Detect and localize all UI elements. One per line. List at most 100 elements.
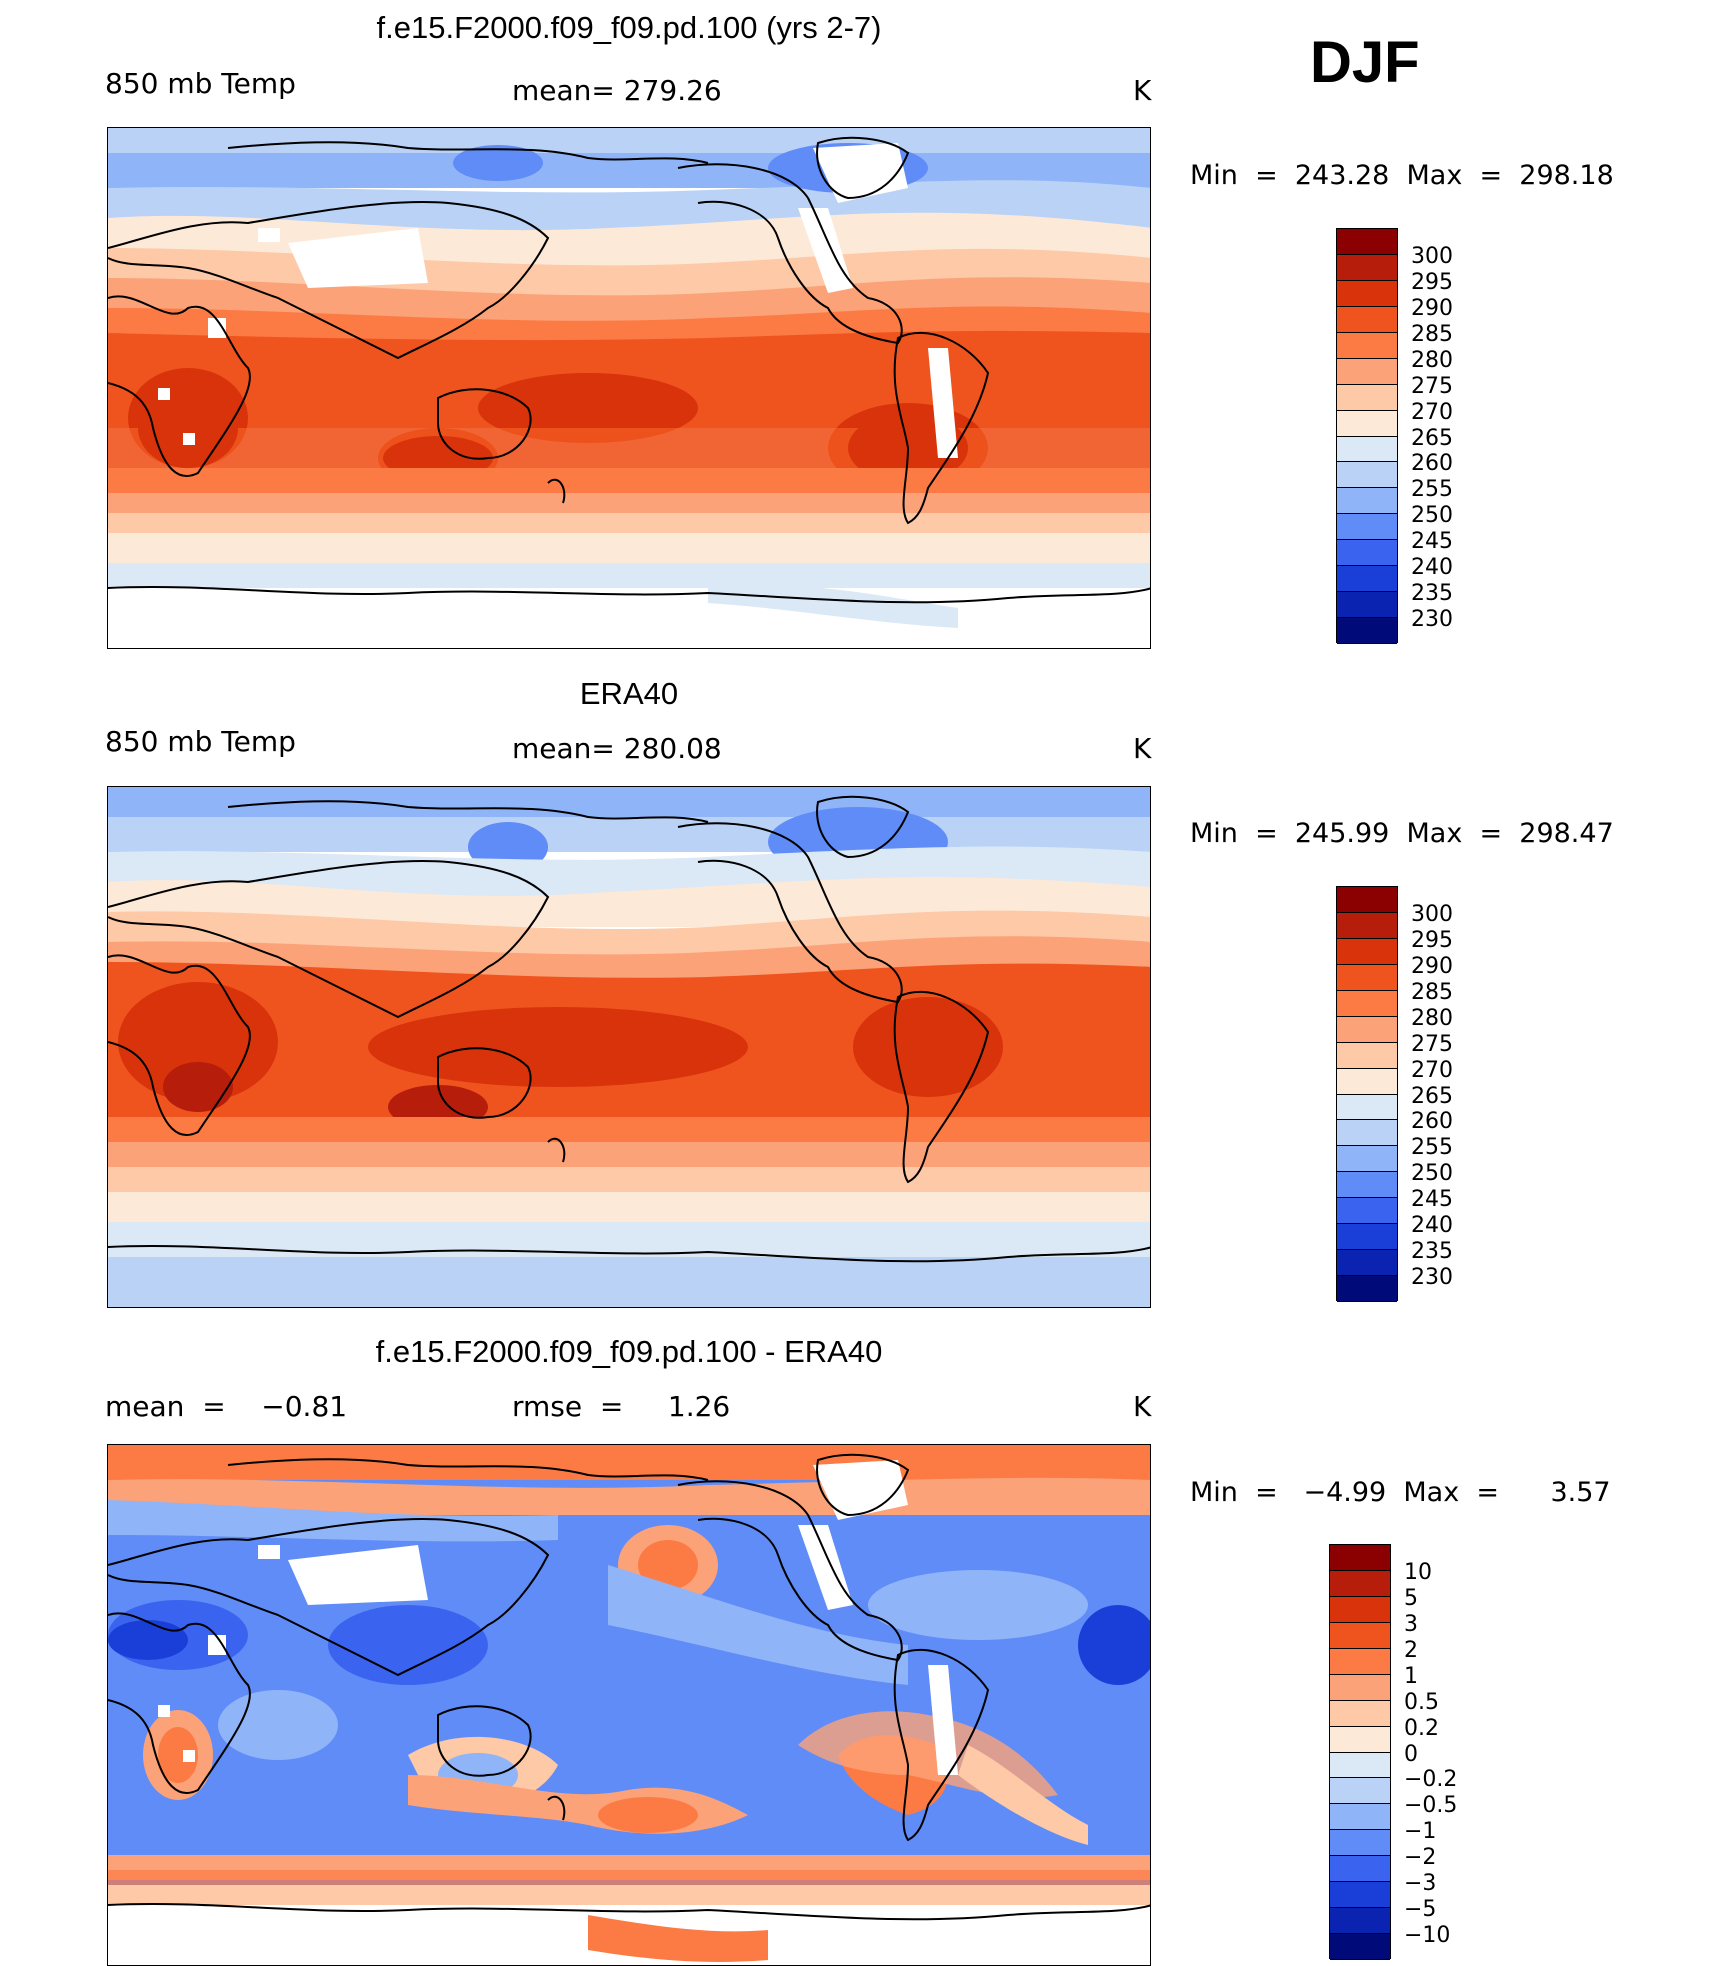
panel-3-mean-label: mean = −0.81 (105, 1390, 348, 1423)
panel-1-units: K (1133, 74, 1152, 107)
colorbar-swatch (1337, 384, 1397, 411)
panel-3-rmse-label: rmse = 1.26 (512, 1390, 731, 1423)
colorbar-swatch (1330, 1674, 1390, 1701)
colorbar-tick-label: 3 (1404, 1611, 1418, 1637)
colorbar-swatch (1337, 1250, 1397, 1277)
panel-1-mean-label: mean= 279.26 (512, 74, 722, 107)
colorbar-tick-label: 290 (1411, 953, 1453, 979)
panel-1-map (107, 127, 1151, 649)
colorbar-tick-label: 230 (1411, 607, 1453, 633)
colorbar-swatch (1337, 540, 1397, 567)
colorbar-swatch (1330, 1545, 1390, 1571)
colorbar-swatch (1337, 990, 1397, 1017)
colorbar-tick-label: 280 (1411, 347, 1453, 373)
colorbar-tick-label: 255 (1411, 1135, 1453, 1161)
colorbar-swatch (1330, 1596, 1390, 1623)
panel-3-map (107, 1444, 1151, 1966)
colorbar-swatch (1337, 887, 1397, 913)
colorbar-tick-label: 250 (1411, 503, 1453, 529)
colorbar-tick-label: 235 (1411, 581, 1453, 607)
colorbar-swatch (1330, 1804, 1390, 1831)
colorbar-tick-label: 255 (1411, 477, 1453, 503)
colorbar-swatch (1330, 1648, 1390, 1675)
colorbar-tick-label: −0.5 (1404, 1793, 1458, 1819)
colorbar-tick-label: 240 (1411, 1213, 1453, 1239)
colorbar-swatch (1330, 1830, 1390, 1857)
colorbar-swatch (1337, 1276, 1397, 1302)
colorbar-tick-label: 245 (1411, 1187, 1453, 1213)
panel-3-units: K (1133, 1390, 1152, 1423)
colorbar-tick-label: 275 (1411, 1031, 1453, 1057)
colorbar-tick-label: 265 (1411, 1083, 1453, 1109)
colorbar-swatch (1337, 1120, 1397, 1147)
colorbar-swatch (1337, 332, 1397, 359)
colorbar-swatch (1337, 306, 1397, 333)
panel-1-variable-label: 850 mb Temp (105, 67, 296, 100)
colorbar-tick-label: 10 (1404, 1559, 1432, 1585)
panel-2-units: K (1133, 732, 1152, 765)
panel-3-title: f.e15.F2000.f09_f09.pd.100 - ERA40 (375, 1334, 883, 1369)
colorbar-swatch (1337, 1068, 1397, 1095)
colorbar-tick-label: 295 (1411, 269, 1453, 295)
colorbar-tick-label: 280 (1411, 1005, 1453, 1031)
colorbar-swatch (1337, 1016, 1397, 1043)
colorbar-swatch (1337, 229, 1397, 255)
colorbar-swatch (1330, 1700, 1390, 1727)
panel-2-colorbar (1336, 886, 1398, 1302)
colorbar-tick-label: −10 (1404, 1923, 1451, 1949)
panel-2-map (107, 786, 1151, 1308)
colorbar-tick-label: 295 (1411, 927, 1453, 953)
colorbar-tick-label: −5 (1404, 1897, 1437, 1923)
colorbar-swatch (1337, 566, 1397, 593)
colorbar-tick-label: 270 (1411, 1057, 1453, 1083)
colorbar-swatch (1337, 912, 1397, 939)
colorbar-swatch (1337, 514, 1397, 541)
colorbar-tick-label: 2 (1404, 1637, 1418, 1663)
colorbar-tick-label: 300 (1411, 901, 1453, 927)
panel-2-mean-label: mean= 280.08 (512, 732, 722, 765)
colorbar-tick-label: 260 (1411, 1109, 1453, 1135)
colorbar-swatch (1330, 1908, 1390, 1935)
colorbar-tick-label: 290 (1411, 295, 1453, 321)
colorbar-swatch (1330, 1934, 1390, 1960)
colorbar-tick-label: 275 (1411, 373, 1453, 399)
panel-1-colorbar (1336, 228, 1398, 644)
colorbar-tick-label: −3 (1404, 1871, 1437, 1897)
colorbar-tick-label: 240 (1411, 555, 1453, 581)
colorbar-swatch (1330, 1570, 1390, 1597)
colorbar-tick-label: 235 (1411, 1239, 1453, 1265)
colorbar-swatch (1337, 618, 1397, 644)
colorbar-swatch (1337, 1198, 1397, 1225)
colorbar-tick-label: 230 (1411, 1265, 1453, 1291)
panel-1-title: f.e15.F2000.f09_f09.pd.100 (yrs 2-7) (376, 10, 882, 45)
colorbar-tick-label: 260 (1411, 451, 1453, 477)
colorbar-swatch (1330, 1882, 1390, 1909)
colorbar-tick-label: 1 (1404, 1663, 1418, 1689)
colorbar-swatch (1330, 1622, 1390, 1649)
colorbar-swatch (1337, 964, 1397, 991)
colorbar-tick-label: 0.5 (1404, 1689, 1439, 1715)
colorbar-swatch (1337, 1224, 1397, 1251)
colorbar-swatch (1337, 254, 1397, 281)
colorbar-tick-label: 0 (1404, 1741, 1418, 1767)
colorbar-tick-label: 265 (1411, 425, 1453, 451)
colorbar-tick-label: 245 (1411, 529, 1453, 555)
panel-2-min-max: Min = 245.99 Max = 298.47 (1190, 818, 1614, 849)
colorbar-tick-label: −1 (1404, 1819, 1437, 1845)
colorbar-tick-label: 0.2 (1404, 1715, 1439, 1741)
panel-3-colorbar (1329, 1544, 1391, 1960)
colorbar-tick-label: 250 (1411, 1161, 1453, 1187)
colorbar-tick-label: −2 (1404, 1845, 1437, 1871)
colorbar-swatch (1337, 462, 1397, 489)
panel-2-variable-label: 850 mb Temp (105, 725, 296, 758)
panel-2-title: ERA40 (579, 676, 679, 711)
colorbar-swatch (1337, 592, 1397, 619)
panel-3-min-max: Min = −4.99 Max = 3.57 (1190, 1477, 1611, 1508)
colorbar-swatch (1330, 1752, 1390, 1779)
colorbar-swatch (1337, 436, 1397, 463)
panel-1-min-max: Min = 243.28 Max = 298.18 (1190, 160, 1614, 191)
colorbar-tick-label: 285 (1411, 321, 1453, 347)
colorbar-swatch (1337, 1042, 1397, 1069)
colorbar-swatch (1337, 1172, 1397, 1199)
colorbar-tick-label: 270 (1411, 399, 1453, 425)
